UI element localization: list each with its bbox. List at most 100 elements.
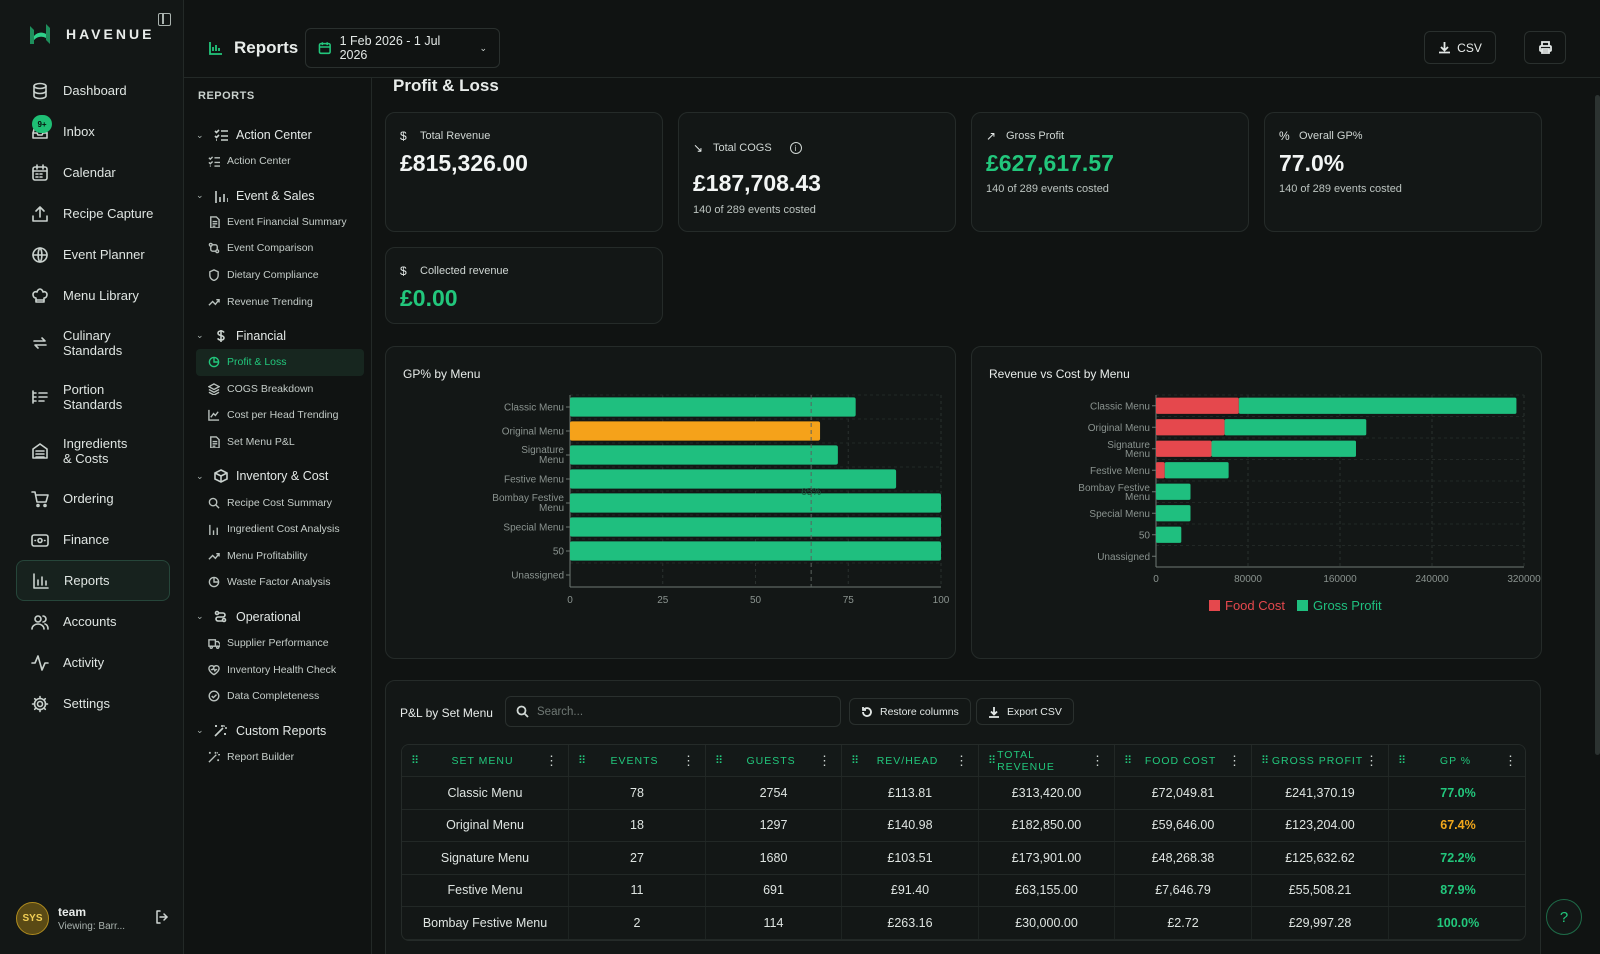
table-row[interactable]: Classic Menu 78 2754 £113.81 £313,420.00 £72,… (402, 777, 1525, 810)
bar[interactable] (570, 445, 838, 465)
bar-food-cost[interactable] (1156, 397, 1239, 414)
nav-item-culinary-standards[interactable]: Culinary Standards (16, 316, 170, 370)
report-item-revenue-trending[interactable]: Revenue Trending (196, 288, 364, 315)
column-menu-icon[interactable]: ⋮ (1091, 752, 1105, 768)
nav-item-portion-standards[interactable]: Portion Standards (16, 370, 170, 424)
help-button[interactable]: ? (1546, 899, 1582, 935)
report-item-event-comparison[interactable]: Event Comparison (196, 235, 364, 262)
report-item-event-financial-summary[interactable]: Event Financial Summary (196, 209, 364, 236)
column-header[interactable]: ⠿ GUESTS ⋮ (706, 745, 842, 776)
drag-handle-icon[interactable]: ⠿ (1398, 755, 1408, 767)
report-group-operational[interactable]: ⌄ Operational (196, 604, 364, 630)
main-scrollbar[interactable] (1595, 95, 1600, 755)
column-header[interactable]: ⠿ GROSS PROFIT ⋮ (1252, 745, 1389, 776)
column-header[interactable]: ⠿ SET MENU ⋮ (402, 745, 569, 776)
bar[interactable] (570, 517, 941, 537)
report-item-waste-factor-analysis[interactable]: Waste Factor Analysis (196, 569, 364, 596)
report-group-custom-reports[interactable]: ⌄ Custom Reports (196, 718, 364, 744)
nav-item-settings[interactable]: Settings (16, 683, 170, 724)
logo[interactable]: HAVENUE (26, 20, 154, 48)
print-button[interactable] (1524, 31, 1566, 64)
drag-handle-icon[interactable]: ⠿ (1124, 755, 1134, 767)
bar-gross-profit[interactable] (1164, 462, 1229, 479)
report-item-cost-per-head-trending[interactable]: Cost per Head Trending (196, 402, 364, 429)
bar[interactable] (570, 397, 856, 417)
bar-gross-profit[interactable] (1156, 526, 1182, 543)
report-item-profit-loss[interactable]: Profit & Loss (196, 348, 364, 376)
column-header[interactable]: ⠿ REV/HEAD ⋮ (842, 745, 979, 776)
report-item-action-center[interactable]: Action Center (196, 148, 364, 175)
bar[interactable] (570, 421, 821, 441)
building-icon (32, 443, 48, 459)
report-item-cogs-breakdown[interactable]: COGS Breakdown (196, 376, 364, 403)
report-group-event-sales[interactable]: ⌄ Event & Sales (196, 183, 364, 209)
column-header[interactable]: ⠿ EVENTS ⋮ (569, 745, 706, 776)
drag-handle-icon[interactable]: ⠿ (715, 755, 725, 767)
report-item-dietary-compliance[interactable]: Dietary Compliance (196, 262, 364, 289)
drag-handle-icon[interactable]: ⠿ (988, 755, 998, 767)
nav-item-accounts[interactable]: Accounts (16, 601, 170, 642)
bar-gross-profit[interactable] (1238, 397, 1517, 414)
column-header[interactable]: ⠿ TOTAL REVENUE ⋮ (979, 745, 1115, 776)
bar-food-cost[interactable] (1156, 440, 1212, 457)
logout-icon[interactable] (154, 909, 170, 925)
report-item-data-completeness[interactable]: Data Completeness (196, 683, 364, 710)
bar-gross-profit[interactable] (1156, 505, 1191, 522)
user-profile[interactable]: SYS team Viewing: Barr... (16, 898, 168, 938)
bar[interactable] (570, 493, 941, 513)
column-menu-icon[interactable]: ⋮ (544, 752, 559, 768)
trending-icon (208, 298, 220, 306)
bar-gross-profit[interactable] (1156, 483, 1191, 500)
date-range-picker[interactable]: 1 Feb 2026 - 1 Jul 2026 ⌄ (305, 28, 500, 68)
column-menu-icon[interactable]: ⋮ (955, 752, 969, 768)
column-menu-icon[interactable]: ⋮ (1227, 752, 1242, 768)
drag-handle-icon[interactable]: ⠿ (411, 755, 421, 767)
drag-handle-icon[interactable]: ⠿ (851, 755, 861, 767)
sidebar-collapse-icon[interactable] (158, 13, 171, 26)
bar-food-cost[interactable] (1156, 462, 1165, 479)
nav-item-calendar[interactable]: Calendar (16, 152, 170, 193)
report-group-inventory-cost[interactable]: ⌄ Inventory & Cost (196, 463, 364, 489)
bar[interactable] (570, 469, 897, 489)
nav-item-activity[interactable]: Activity (16, 642, 170, 683)
restore-columns-button[interactable]: Restore columns (849, 698, 971, 725)
column-menu-icon[interactable]: ⋮ (681, 752, 696, 768)
table-row[interactable]: Bombay Festive Menu 2 114 £263.16 £30,000.00… (402, 907, 1525, 940)
export-csv-button[interactable]: Export CSV (976, 698, 1074, 725)
column-header[interactable]: ⠿ FOOD COST ⋮ (1115, 745, 1252, 776)
table-row[interactable]: Original Menu 18 1297 £140.98 £182,850.00 £59… (402, 809, 1525, 842)
nav-item-recipe-capture[interactable]: Recipe Capture (16, 193, 170, 234)
table-row[interactable]: Signature Menu 27 1680 £103.51 £173,901.00 £4… (402, 842, 1525, 875)
column-header[interactable]: ⠿ GP % ⋮ (1389, 745, 1525, 776)
bar-food-cost[interactable] (1156, 419, 1225, 436)
table-row[interactable]: Festive Menu 11 691 £91.40 £63,155.00 £7,646.… (402, 874, 1525, 907)
nav-item-ordering[interactable]: Ordering (16, 478, 170, 519)
report-group-action-center[interactable]: ⌄ Action Center (196, 122, 364, 148)
column-menu-icon[interactable]: ⋮ (1365, 752, 1379, 768)
bar-gross-profit[interactable] (1224, 419, 1367, 436)
report-group-financial[interactable]: ⌄ Financial (196, 323, 364, 349)
nav-item-event-planner[interactable]: Event Planner (16, 234, 170, 275)
report-item-supplier-performance[interactable]: Supplier Performance (196, 630, 364, 657)
report-item-menu-profitability[interactable]: Menu Profitability (196, 543, 364, 570)
report-item-recipe-cost-summary[interactable]: Recipe Cost Summary (196, 489, 364, 516)
search-input[interactable]: Search... (505, 696, 841, 727)
column-menu-icon[interactable]: ⋮ (818, 752, 832, 768)
nav-item-dashboard[interactable]: Dashboard (16, 70, 170, 111)
nav-item-reports[interactable]: Reports (16, 560, 170, 601)
drag-handle-icon[interactable]: ⠿ (578, 755, 588, 767)
column-menu-icon[interactable]: ⋮ (1503, 752, 1518, 768)
info-icon[interactable]: i (789, 142, 802, 154)
drag-handle-icon[interactable]: ⠿ (1261, 755, 1271, 767)
nav-item-ingredients-costs[interactable]: Ingredients & Costs (16, 424, 170, 478)
nav-item-finance[interactable]: Finance (16, 519, 170, 560)
report-item-set-menu-p-l[interactable]: Set Menu P&L (196, 429, 364, 456)
nav-item-inbox[interactable]: Inbox 9+ (16, 111, 170, 152)
report-item-ingredient-cost-analysis[interactable]: Ingredient Cost Analysis (196, 516, 364, 543)
nav-item-menu-library[interactable]: Menu Library (16, 275, 170, 316)
bar-gross-profit[interactable] (1211, 440, 1356, 457)
csv-button[interactable]: CSV (1424, 31, 1496, 64)
bar[interactable] (570, 541, 941, 561)
report-item-report-builder[interactable]: Report Builder (196, 744, 364, 771)
report-item-inventory-health-check[interactable]: Inventory Health Check (196, 656, 364, 683)
